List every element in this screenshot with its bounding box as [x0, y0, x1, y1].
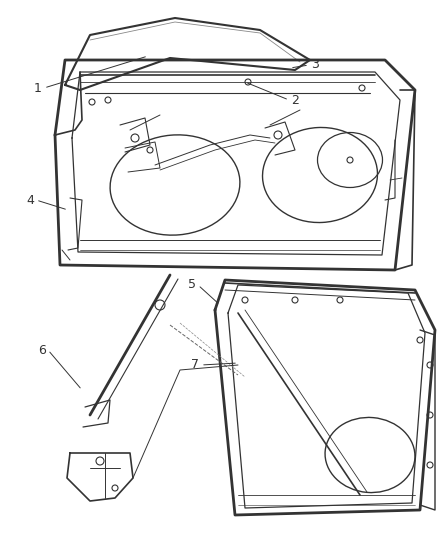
- Text: 7: 7: [191, 359, 199, 372]
- Circle shape: [147, 147, 153, 153]
- Text: 4: 4: [26, 193, 34, 206]
- Circle shape: [292, 297, 298, 303]
- Text: 6: 6: [38, 343, 46, 357]
- Text: 2: 2: [291, 93, 299, 107]
- Circle shape: [155, 300, 165, 310]
- Circle shape: [105, 97, 111, 103]
- Circle shape: [427, 362, 433, 368]
- Circle shape: [112, 485, 118, 491]
- Circle shape: [417, 337, 423, 343]
- Circle shape: [274, 131, 282, 139]
- Circle shape: [96, 457, 104, 465]
- Circle shape: [131, 134, 139, 142]
- Text: 3: 3: [311, 59, 319, 71]
- Circle shape: [245, 79, 251, 85]
- Circle shape: [347, 157, 353, 163]
- Circle shape: [242, 297, 248, 303]
- Circle shape: [89, 99, 95, 105]
- Circle shape: [359, 85, 365, 91]
- Circle shape: [427, 462, 433, 468]
- Circle shape: [337, 297, 343, 303]
- Circle shape: [427, 412, 433, 418]
- Text: 5: 5: [188, 279, 196, 292]
- Text: 1: 1: [34, 82, 42, 94]
